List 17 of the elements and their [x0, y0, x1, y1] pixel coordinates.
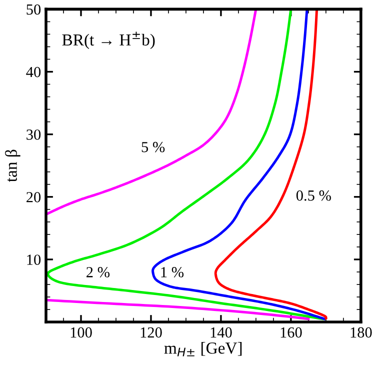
y-tick-label: 30 [26, 129, 41, 140]
series-label: 2 % [86, 267, 110, 278]
x-tick-label: 100 [70, 327, 92, 338]
x-axis-title: m$_{H±}$ [GeV] [164, 342, 242, 356]
series-label: 0.5 % [296, 190, 331, 201]
y-tick-label: 50 [26, 4, 41, 15]
y-tick-label: 10 [27, 254, 41, 265]
x-tick-label: 140 [210, 327, 232, 338]
x-tick-label: 180 [350, 327, 372, 338]
x-tick-label: 160 [280, 327, 302, 338]
y-tick-label: 20 [26, 192, 41, 202]
series-label: 5 % [142, 142, 165, 152]
x-tick-label: 120 [140, 327, 162, 338]
y-tick-label: 40 [26, 66, 41, 78]
y-axis-title: tan β [5, 150, 20, 182]
annotation: BR(t → H$^{±}$b) [62, 32, 155, 49]
series-label: 1 % [161, 267, 184, 278]
